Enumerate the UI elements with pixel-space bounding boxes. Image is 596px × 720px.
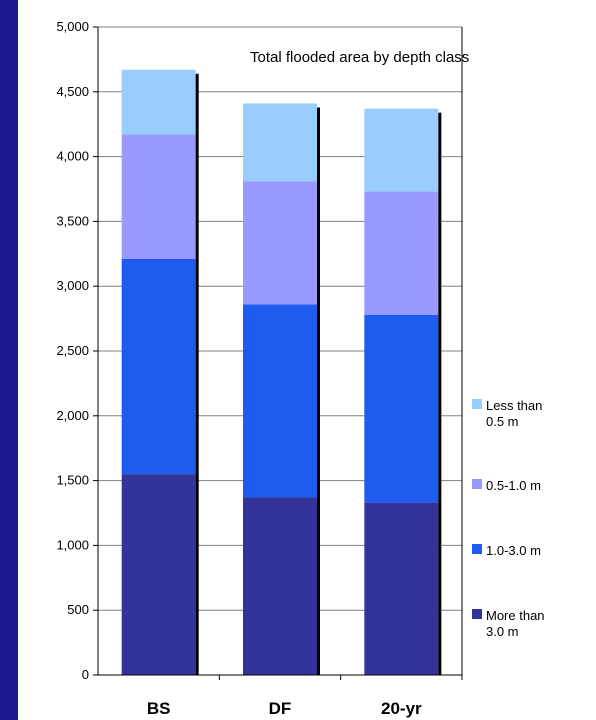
legend-label: More than 3.0 m (486, 608, 545, 639)
legend-label: 0.5-1.0 m (486, 478, 541, 493)
bar-segment (243, 304, 317, 498)
legend-swatch (472, 399, 482, 409)
legend-swatch (472, 609, 482, 619)
bar-segment (364, 108, 439, 192)
bar-segment (243, 497, 317, 675)
x-category-labels: BS DF 20-yr (147, 699, 422, 718)
y-tick-label: 2,500 (56, 343, 89, 358)
legend-swatch (472, 479, 482, 489)
y-tick-label: 4,500 (56, 84, 89, 99)
bar-segment (121, 134, 196, 259)
y-tick-labels: 0 500 1,000 1,500 2,000 2,500 3,000 3,500 4,000 4… (56, 19, 89, 682)
legend-label: Less than 0.5 m (486, 398, 542, 429)
chart-title: Total flooded area by depth class (250, 49, 469, 66)
bar-segment (243, 103, 317, 182)
y-tick-label: 1,000 (56, 537, 89, 552)
bar-shadow (195, 73, 199, 675)
x-category-label: DF (269, 699, 292, 718)
x-category-label: 20-yr (381, 699, 422, 718)
y-tick-label: 3,000 (56, 278, 89, 293)
legend-label: 1.0-3.0 m (486, 543, 541, 558)
x-category-label: BS (147, 699, 171, 718)
bar-segment (364, 502, 439, 675)
bar-shadow (438, 112, 442, 675)
y-tick-label: 2,000 (56, 408, 89, 423)
bar-segment (364, 314, 439, 503)
legend: Less than 0.5 m 0.5-1.0 m 1.0-3.0 m More tha… (472, 398, 545, 639)
bar-segment (364, 191, 439, 315)
y-tick-label: 4,000 (56, 149, 89, 164)
y-tick-label: 5,000 (56, 19, 89, 34)
bar-shadow (317, 107, 320, 676)
y-tick-label: 3,500 (56, 213, 89, 228)
legend-swatch (472, 544, 482, 554)
bar-segment (243, 181, 317, 305)
bar-segment (121, 69, 196, 135)
y-tick-label: 0 (82, 667, 89, 682)
bar-segment (121, 258, 196, 475)
bar-segment (121, 474, 196, 675)
axes (93, 26, 463, 680)
bars (121, 69, 442, 676)
y-tick-label: 500 (67, 602, 89, 617)
y-tick-label: 1,500 (56, 473, 89, 488)
